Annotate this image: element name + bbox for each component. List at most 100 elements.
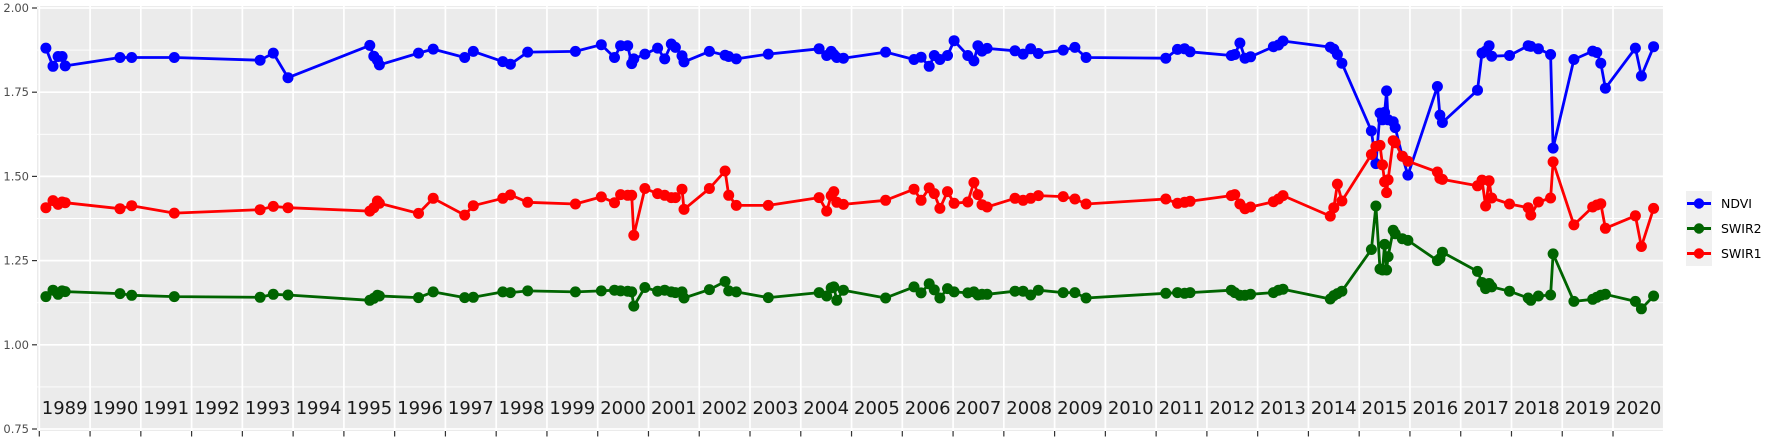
- swir2-point: [948, 286, 960, 298]
- x-axis-year-label: 1991: [143, 398, 189, 419]
- swir2-point: [821, 290, 833, 302]
- swir2-point: [1547, 248, 1559, 260]
- x-axis-year-label: 2004: [803, 398, 849, 419]
- swir1-point: [1568, 219, 1580, 231]
- ndvi-point: [968, 55, 980, 67]
- y-axis-label: 1.00: [3, 338, 29, 352]
- swir2-point: [59, 286, 71, 298]
- ndvi-key-glyph: [1687, 198, 1711, 209]
- ndvi-point: [254, 54, 266, 66]
- swir1-point: [719, 165, 731, 177]
- swir2-point: [1599, 288, 1611, 300]
- swir1-point: [1648, 202, 1660, 214]
- ndvi-point: [114, 52, 126, 63]
- ndvi-point: [1635, 70, 1647, 82]
- swir2-point: [595, 285, 607, 297]
- ndvi-point: [1234, 37, 1246, 49]
- swir2-point: [569, 286, 581, 298]
- swir1-point: [1389, 137, 1401, 149]
- swir1-point: [595, 191, 607, 203]
- x-axis-year-label: 2015: [1362, 398, 1408, 419]
- swir2-point: [267, 288, 279, 300]
- ndvi-point: [628, 53, 640, 65]
- ndvi-point: [1245, 51, 1257, 63]
- swir1-point: [1336, 195, 1348, 207]
- swir2-point: [1382, 251, 1394, 263]
- ndvi-point: [1080, 52, 1092, 63]
- swir2-point: [1009, 285, 1021, 297]
- x-axis-year-label: 2008: [1006, 398, 1052, 419]
- swir1-point: [1504, 198, 1515, 210]
- swir1-point: [373, 197, 385, 209]
- swir2-point: [703, 284, 715, 296]
- swir1-point: [1436, 173, 1448, 185]
- swir2-point: [459, 292, 471, 304]
- x-axis-year-label: 2010: [1108, 398, 1154, 419]
- ndvi-point: [1547, 142, 1559, 154]
- swir2-point: [1635, 303, 1647, 315]
- x-axis-year-label: 2006: [905, 398, 951, 419]
- x-axis-year-label: 1995: [346, 398, 392, 419]
- swir2-point: [1160, 287, 1172, 299]
- ndvi-point: [1599, 82, 1611, 94]
- swir1-point: [522, 196, 534, 208]
- swir2-point: [628, 300, 640, 312]
- ndvi-point: [762, 48, 774, 60]
- x-axis-year-label: 2019: [1565, 398, 1611, 419]
- ndvi-point: [1229, 49, 1241, 60]
- x-axis-year-label: 1993: [245, 398, 291, 419]
- x-axis-year-label: 1999: [549, 398, 595, 419]
- swir1-point: [928, 188, 940, 200]
- ndvi-point: [126, 52, 138, 63]
- swir1-point: [1629, 210, 1641, 222]
- ndvi-point: [1472, 84, 1483, 96]
- x-axis-year-label: 2005: [854, 398, 900, 419]
- swir1-point: [254, 204, 266, 216]
- x-axis-year-label: 2011: [1159, 398, 1205, 419]
- swir1-point: [1635, 241, 1647, 252]
- swir1-point: [1545, 192, 1557, 204]
- y-axis-label: 1.50: [3, 169, 29, 183]
- swir1-point: [1599, 222, 1611, 234]
- swir1-point: [1184, 195, 1196, 207]
- swir1-point: [1160, 193, 1172, 205]
- swir2-point: [934, 292, 946, 304]
- ndvi-point: [981, 42, 993, 54]
- swir1-point: [730, 199, 742, 211]
- swir2-point: [40, 291, 52, 303]
- swir2-point: [1080, 292, 1092, 304]
- ndvi-point: [168, 52, 180, 63]
- ndvi-point: [1483, 40, 1495, 52]
- x-axis-year-label: 2014: [1311, 398, 1357, 419]
- swir1-point: [837, 198, 849, 210]
- ndvi-point: [267, 47, 279, 59]
- ndvi-point: [915, 51, 927, 63]
- ndvi-point: [1595, 57, 1607, 69]
- swir1-point: [972, 189, 984, 201]
- swir1-point: [1480, 200, 1492, 212]
- swir2-point: [915, 287, 927, 299]
- swir1-point: [1069, 193, 1081, 205]
- ndvi-point: [837, 52, 849, 64]
- x-axis-year-label: 2001: [651, 398, 697, 419]
- ndvi-point: [1648, 41, 1660, 53]
- swir1-point: [626, 189, 638, 201]
- swir2-point: [413, 292, 424, 304]
- swir1-point: [413, 207, 424, 219]
- ndvi-point: [880, 46, 892, 58]
- ndvi-point: [373, 59, 385, 71]
- swir1-point: [915, 194, 927, 206]
- x-axis-year-label: 2009: [1057, 398, 1103, 419]
- swir2-point: [1504, 285, 1515, 297]
- ndvi-point: [1336, 57, 1348, 69]
- ndvi-point: [1381, 85, 1393, 97]
- legend-key-swir2: [1686, 216, 1712, 241]
- x-axis-year-label: 2018: [1514, 398, 1560, 419]
- swir1-point: [427, 192, 439, 204]
- ndvi-point: [1032, 48, 1044, 59]
- ndvi-point: [659, 53, 671, 65]
- x-axis-year-label: 2012: [1209, 398, 1255, 419]
- swir2-point: [1648, 290, 1660, 302]
- swir2-point: [1336, 285, 1348, 297]
- swir2-point: [1184, 287, 1196, 299]
